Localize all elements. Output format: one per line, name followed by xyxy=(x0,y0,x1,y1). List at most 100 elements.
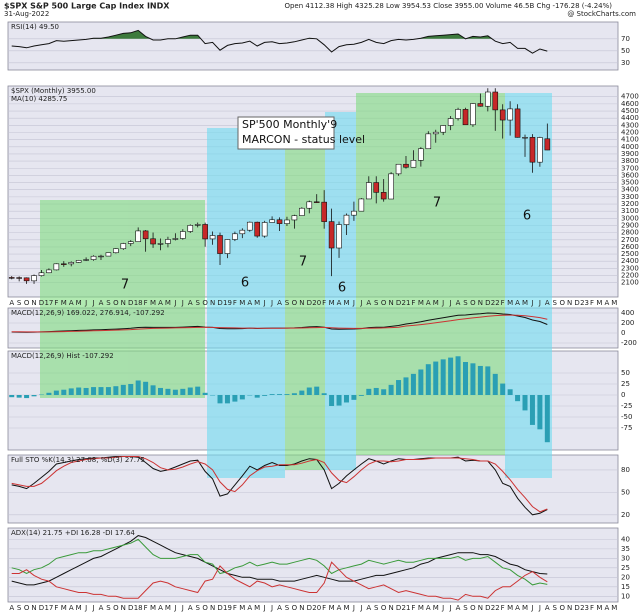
x-tick-label: 21 xyxy=(402,299,411,307)
hist-bar xyxy=(98,387,104,395)
hist-bar xyxy=(172,389,178,395)
x-tick-label: F xyxy=(411,299,415,307)
legend-text: RSI(14) 49.50 xyxy=(11,23,59,31)
x-tick-label: A xyxy=(604,604,609,612)
hist-bar xyxy=(31,395,37,397)
y-tick-label: 80 xyxy=(621,466,630,474)
candle-body xyxy=(246,221,253,231)
hist-bar xyxy=(329,395,335,406)
wave-box xyxy=(325,112,356,470)
candle-body xyxy=(261,222,268,237)
x-tick-label: O xyxy=(24,604,30,612)
x-tick-label: O xyxy=(559,604,565,612)
hist-bar xyxy=(120,384,126,395)
y-tick-label: 4300 xyxy=(621,121,639,129)
y-tick-label: 20 xyxy=(621,511,630,519)
hist-bar xyxy=(128,384,134,395)
x-tick-label: F xyxy=(54,299,58,307)
hist-bar xyxy=(187,387,193,395)
x-tick-label: M xyxy=(522,299,528,307)
hist-bar xyxy=(314,386,320,395)
x-tick-label: S xyxy=(553,604,558,612)
x-tick-label: M xyxy=(239,604,245,612)
candle-body xyxy=(291,215,298,221)
x-tick-label: 20 xyxy=(312,604,321,612)
x-tick-label: F xyxy=(501,299,505,307)
x-tick-label: 23 xyxy=(580,604,589,612)
x-tick-label: M xyxy=(611,604,617,612)
hist-bar xyxy=(396,380,402,395)
candle-body xyxy=(514,108,521,138)
candle-body xyxy=(328,221,335,249)
x-tick-label: A xyxy=(366,299,371,307)
y-tick-label: 0 xyxy=(621,391,625,399)
hist-bar xyxy=(195,386,201,395)
wave-box xyxy=(285,118,325,470)
x-tick-label: S xyxy=(17,299,22,307)
x-tick-label: A xyxy=(99,604,104,612)
x-tick-label: A xyxy=(515,299,520,307)
x-tick-label: J xyxy=(538,604,541,612)
x-tick-label: S xyxy=(106,604,111,612)
x-tick-label: D xyxy=(128,299,133,307)
x-tick-label: 22 xyxy=(491,604,500,612)
candle-body xyxy=(217,235,223,254)
y-tick-label: 400 xyxy=(621,309,634,317)
candle-body xyxy=(23,277,30,282)
y-tick-label: -200 xyxy=(621,339,637,347)
x-tick-label: J xyxy=(92,604,95,612)
x-tick-label: J xyxy=(270,604,273,612)
x-tick-label: 19 xyxy=(223,604,232,612)
candle-body xyxy=(485,91,491,107)
x-tick-label: M xyxy=(61,299,67,307)
x-tick-label: O xyxy=(202,604,208,612)
y-tick-label: -25 xyxy=(621,402,632,410)
series-line xyxy=(11,314,548,333)
hist-bar xyxy=(135,380,141,395)
candle-body xyxy=(98,255,104,258)
x-tick-label: J xyxy=(449,604,452,612)
x-tick-label: N xyxy=(210,299,215,307)
candle-body xyxy=(68,262,75,265)
x-tick-label: A xyxy=(456,299,461,307)
hist-bar xyxy=(477,365,483,395)
y-tick-label: 3000 xyxy=(621,214,639,222)
x-tick-label: D xyxy=(39,604,44,612)
candle-body xyxy=(239,229,246,235)
candle-body xyxy=(522,137,528,139)
candle-body xyxy=(187,225,194,232)
candle-body xyxy=(313,201,320,203)
x-tick-label: O xyxy=(381,299,387,307)
x-tick-label: N xyxy=(299,604,304,612)
series-line xyxy=(11,456,548,513)
x-tick-label: M xyxy=(165,604,171,612)
x-tick-label: A xyxy=(99,299,104,307)
hist-bar xyxy=(61,389,67,395)
x-tick-label: F xyxy=(54,604,58,612)
panel xyxy=(7,527,619,603)
y-tick-label: 70 xyxy=(621,35,630,43)
candle-body xyxy=(418,148,424,161)
wave-label: 7 xyxy=(121,278,129,293)
wave-label: 6 xyxy=(338,281,346,296)
x-tick-label: M xyxy=(61,604,67,612)
y-tick-label: 4500 xyxy=(621,107,639,115)
y-tick-label: 3500 xyxy=(621,179,639,187)
hist-bar xyxy=(410,373,416,395)
y-tick-label: 2900 xyxy=(621,221,639,229)
x-tick-label: F xyxy=(144,299,148,307)
note: MARCON - status level xyxy=(242,133,365,146)
x-tick-label: 19 xyxy=(223,299,232,307)
x-tick-label: D xyxy=(307,604,312,612)
y-tick-label: 2800 xyxy=(621,229,639,237)
hist-bar xyxy=(366,388,372,395)
y-tick-label: 30 xyxy=(621,59,630,67)
candle-body xyxy=(90,255,97,260)
quote: Open 4112.38 High 4325.28 Low 3954.53 Cl… xyxy=(284,2,612,10)
x-tick-label: F xyxy=(590,604,594,612)
hist-bar xyxy=(515,395,521,402)
candle-body xyxy=(276,219,283,224)
y-tick-label: 15 xyxy=(621,583,630,591)
hist-bar xyxy=(455,356,461,395)
candle-body xyxy=(373,182,380,193)
